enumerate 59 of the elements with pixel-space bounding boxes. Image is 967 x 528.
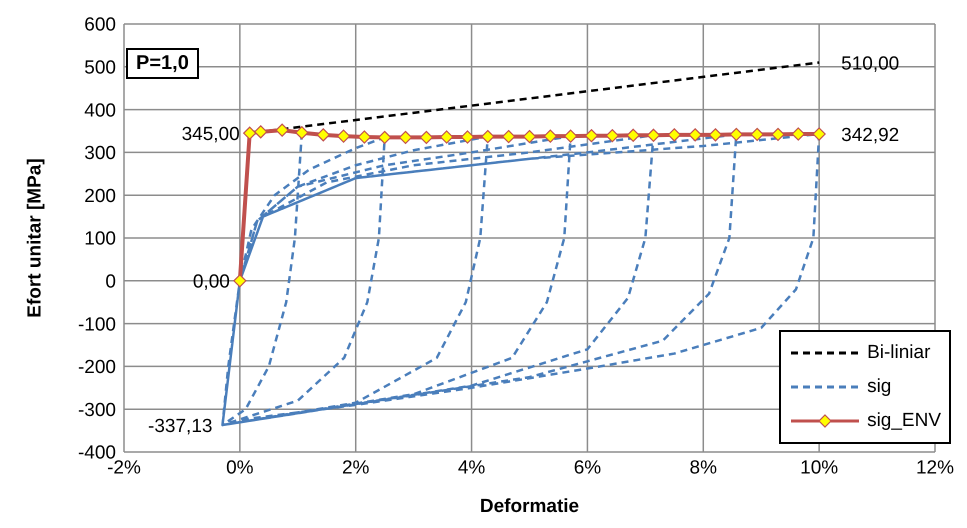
point <box>606 129 619 142</box>
point <box>358 130 372 144</box>
y-tick-label: 600 <box>84 14 116 36</box>
annotation: 510,00 <box>841 53 900 74</box>
boxed-note: P=1,0 <box>126 48 199 79</box>
legend-label: Bi-liniar <box>867 342 930 364</box>
y-tick-label: -200 <box>78 357 116 378</box>
legend-label: sig <box>867 376 892 398</box>
point <box>481 130 494 144</box>
x-axis-title: Deformatie <box>480 496 580 517</box>
y-tick-label: -400 <box>78 442 116 464</box>
point <box>688 128 702 142</box>
x-tick-label: 4% <box>458 457 486 478</box>
point <box>792 127 805 141</box>
point <box>378 130 392 144</box>
point <box>730 128 743 142</box>
point <box>626 128 640 142</box>
x-tick-label: 0% <box>226 457 254 478</box>
point <box>398 130 412 144</box>
y-tick-label: 300 <box>84 143 116 164</box>
y-tick-label: 500 <box>84 58 116 79</box>
point <box>771 128 785 142</box>
y-tick-label: -100 <box>78 314 116 336</box>
point <box>233 274 246 288</box>
annotation: -337,13 <box>148 416 212 437</box>
point <box>646 128 660 142</box>
y-tick-label: 100 <box>84 228 116 250</box>
point <box>544 130 557 143</box>
legend-label: sig_ENV <box>867 410 941 432</box>
y-tick-label: 200 <box>84 186 116 207</box>
y-tick-label: 0 <box>105 272 116 293</box>
point <box>812 127 826 141</box>
point <box>440 130 454 144</box>
x-tick-label: 12% <box>916 457 954 478</box>
x-tick-label: 8% <box>690 457 718 478</box>
point <box>750 128 764 142</box>
point <box>584 129 598 142</box>
point <box>316 128 330 142</box>
point <box>336 130 350 143</box>
point <box>668 128 681 142</box>
point <box>502 130 516 144</box>
point <box>460 130 474 144</box>
y-tick-label: 400 <box>84 100 116 122</box>
y-tick-label: -300 <box>78 400 116 421</box>
annotation: 0,00 <box>192 272 230 293</box>
point <box>243 126 256 140</box>
x-tick-label: 2% <box>342 457 370 478</box>
annotation: 342,92 <box>841 124 900 146</box>
point <box>522 130 536 144</box>
point <box>295 126 308 140</box>
point <box>564 130 578 143</box>
x-tick-label: 6% <box>574 457 602 478</box>
annotation: 345,00 <box>182 124 240 145</box>
point <box>254 125 268 138</box>
point <box>708 128 722 142</box>
y-axis-title: Efort unitar [MPa] <box>24 158 46 318</box>
point <box>276 124 289 137</box>
point <box>420 130 433 144</box>
x-tick-label: 10% <box>800 457 838 478</box>
